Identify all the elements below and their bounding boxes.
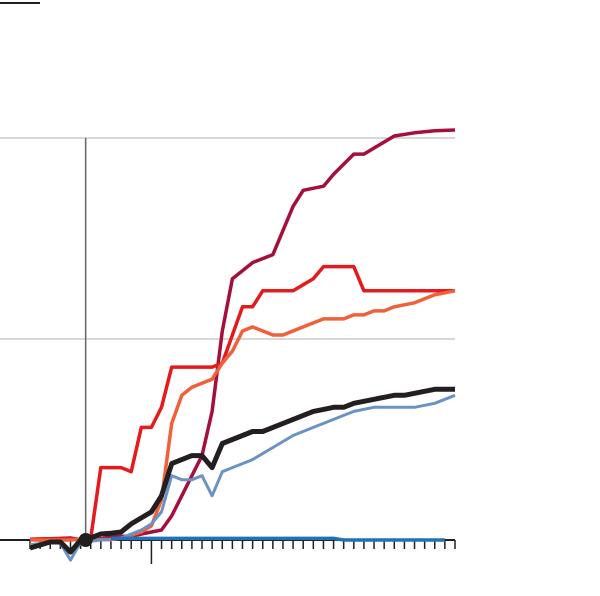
grid-layer — [0, 137, 455, 540]
event-marker-dot — [78, 533, 93, 547]
series-blue-line — [111, 536, 445, 542]
series-dark-red-line — [29, 128, 456, 542]
marker-layer — [78, 533, 93, 547]
series-orange-line — [30, 289, 456, 542]
series-light-blue-line — [29, 393, 456, 562]
series-layer — [29, 128, 456, 562]
series-black-line — [29, 386, 455, 555]
series-red-line — [29, 264, 455, 541]
